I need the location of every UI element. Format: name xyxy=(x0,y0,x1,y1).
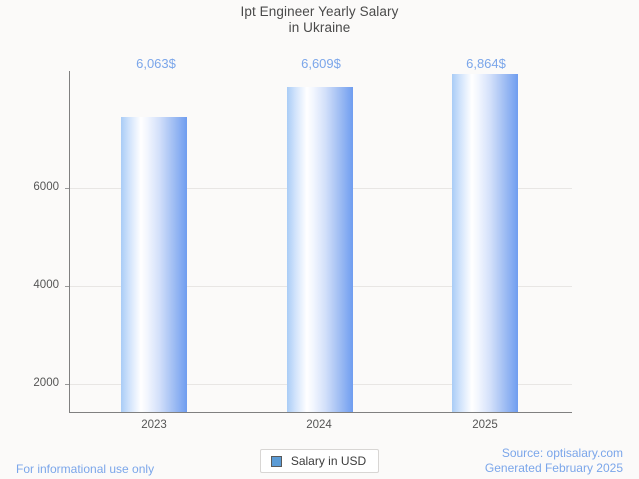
xtick-label-2025: 2025 xyxy=(472,419,498,431)
legend-swatch-icon xyxy=(270,455,282,467)
tick-mark-2000 xyxy=(65,384,69,385)
bar-value-label-2025: 6,864$ xyxy=(466,56,506,71)
legend-item-label: Salary in USD xyxy=(290,454,367,468)
ytick-label-6000: 6000 xyxy=(33,181,59,193)
xtick-label-2023: 2023 xyxy=(141,419,167,431)
bar-value-label-2023: 6,063$ xyxy=(136,56,176,71)
bar-2023[interactable] xyxy=(121,117,187,412)
legend-item-salary-in-usd[interactable]: Salary in USD xyxy=(259,449,380,473)
xtick-label-2024: 2024 xyxy=(306,419,332,431)
y-axis-line xyxy=(69,71,70,413)
tick-mark-4000 xyxy=(65,286,69,287)
footer-generated-date: Generated February 2025 xyxy=(484,461,623,475)
chart-legend: Salary in USD xyxy=(0,449,639,473)
chart-title-line-1: Ipt Engineer Yearly Salary xyxy=(240,4,399,19)
chart-title: Ipt Engineer Yearly Salary in Ukraine xyxy=(0,4,639,36)
bar-2024[interactable] xyxy=(287,87,353,412)
x-axis-line xyxy=(69,412,572,413)
footer-source: Source: optisalary.com xyxy=(501,446,623,460)
chart-title-line-2: in Ukraine xyxy=(288,20,351,35)
ytick-label-4000: 4000 xyxy=(33,279,59,291)
tick-mark-6000 xyxy=(65,188,69,189)
ytick-label-2000: 2000 xyxy=(33,377,59,389)
footer-disclaimer: For informational use only xyxy=(16,462,155,476)
footer-source-block: Source: optisalary.com Generated Februar… xyxy=(485,446,623,476)
bar-2025[interactable] xyxy=(452,74,518,412)
bar-value-label-2024: 6,609$ xyxy=(301,56,341,71)
plot-area: 6000 4000 2000 xyxy=(33,71,572,412)
